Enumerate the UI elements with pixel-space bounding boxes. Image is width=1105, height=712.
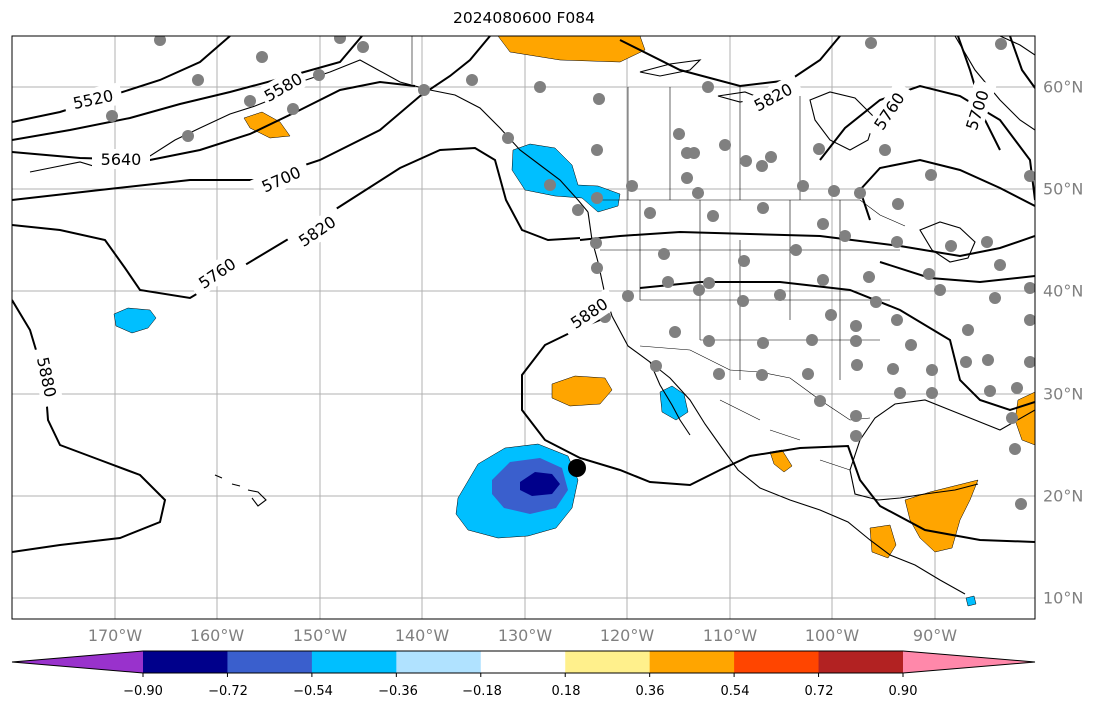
anomaly-orange-baja-west: [551, 375, 613, 407]
map-frame: [11, 35, 1036, 620]
lon-label: 90°W: [912, 626, 958, 645]
lon-label: 130°W: [497, 626, 553, 645]
contour-5760-east: [819, 84, 1035, 201]
lat-label: 20°N: [1043, 486, 1084, 506]
lat-label: 40°N: [1043, 281, 1084, 301]
station-dots: [106, 36, 1035, 510]
contour-labels: 5520 5580 5640 5700 5760 5820 5880 5880 …: [30, 65, 997, 408]
colorbar-tick-label: −0.18: [462, 684, 502, 699]
coast-greenland: [999, 36, 1035, 56]
contour-inner-east: [1009, 36, 1035, 89]
colorbar-extend-min: [12, 651, 143, 673]
contour-5760-west: [12, 146, 581, 300]
colorbar: [11, 650, 1036, 677]
colorbar-segment: [311, 651, 397, 673]
coast-east-canada: [954, 36, 1035, 131]
contour-5700: [12, 36, 491, 201]
colorbar-segment: [818, 651, 904, 673]
colorbar-tick-label: 0.72: [804, 684, 834, 699]
coast-baja: [649, 361, 691, 436]
colorbar-segment: [565, 651, 651, 673]
political-borders: [411, 36, 906, 471]
anomaly-blue-pacific: [113, 307, 157, 334]
colorbar-tick-label: −0.54: [293, 684, 333, 699]
anomaly-blue-gulf-california: [659, 385, 689, 421]
anomaly-orange-central-america: [904, 479, 979, 553]
contour-zonal-east: [879, 261, 1035, 284]
anomaly-blue-storm-core: [520, 472, 560, 496]
colorbar-segment: [396, 651, 482, 673]
lon-label: 120°W: [599, 626, 655, 645]
lat-label: 50°N: [1043, 179, 1084, 199]
border-mx-states: [719, 399, 851, 471]
contour-5820-north: [619, 36, 841, 88]
contour-5820-east: [639, 281, 1035, 412]
storm-center-marker: [568, 459, 586, 477]
coast-hudson-bay: [809, 91, 876, 151]
coast-hawaii: [214, 474, 267, 507]
colorbar-tick-label: −0.72: [208, 684, 248, 699]
border-us-canada: [592, 199, 906, 227]
lat-label: 60°N: [1043, 77, 1084, 97]
lon-label: 160°W: [189, 626, 245, 645]
anomaly-orange-pacific-mexico: [869, 524, 897, 559]
coast-island-1: [639, 59, 702, 77]
contour-5520: [12, 36, 231, 123]
colorbar-tick-label: 0.18: [551, 684, 581, 699]
height-contours: [12, 36, 1035, 553]
colorbar-segment: [227, 651, 313, 673]
colorbar-tick-label: 0.54: [720, 684, 750, 699]
colorbar-tick-label: 0.90: [888, 684, 918, 699]
anomaly-blue-small: [965, 595, 977, 607]
lon-label: 140°W: [394, 626, 450, 645]
colorbar-segment: [734, 651, 820, 673]
colorbar-segment: [649, 651, 735, 673]
contour-5580: [12, 36, 363, 141]
colorbar-tick-label: −0.36: [378, 684, 418, 699]
colorbar-segment: [143, 651, 228, 673]
contour-label-5640: 5640: [101, 150, 142, 169]
contour-5880-east: [521, 315, 1035, 543]
lat-label: 30°N: [1043, 384, 1084, 404]
anomaly-orange-north: [497, 36, 646, 63]
border-us-mexico: [639, 345, 871, 421]
colorbar-tick-label: 0.36: [635, 684, 665, 699]
lat-label: 10°N: [1043, 588, 1084, 608]
border-state-grid-2: [600, 249, 900, 341]
lon-label: 150°W: [292, 626, 348, 645]
lon-label: 100°W: [804, 626, 860, 645]
colorbar-segment: [480, 651, 566, 673]
map-title: 2024080600 F084: [452, 9, 596, 27]
colorbar-tick-label: −0.90: [123, 684, 163, 699]
colorbar-extend-max: [903, 651, 1035, 673]
lon-label: 110°W: [702, 626, 758, 645]
lon-label: 170°W: [87, 626, 143, 645]
contour-5820-west: [579, 230, 1035, 258]
